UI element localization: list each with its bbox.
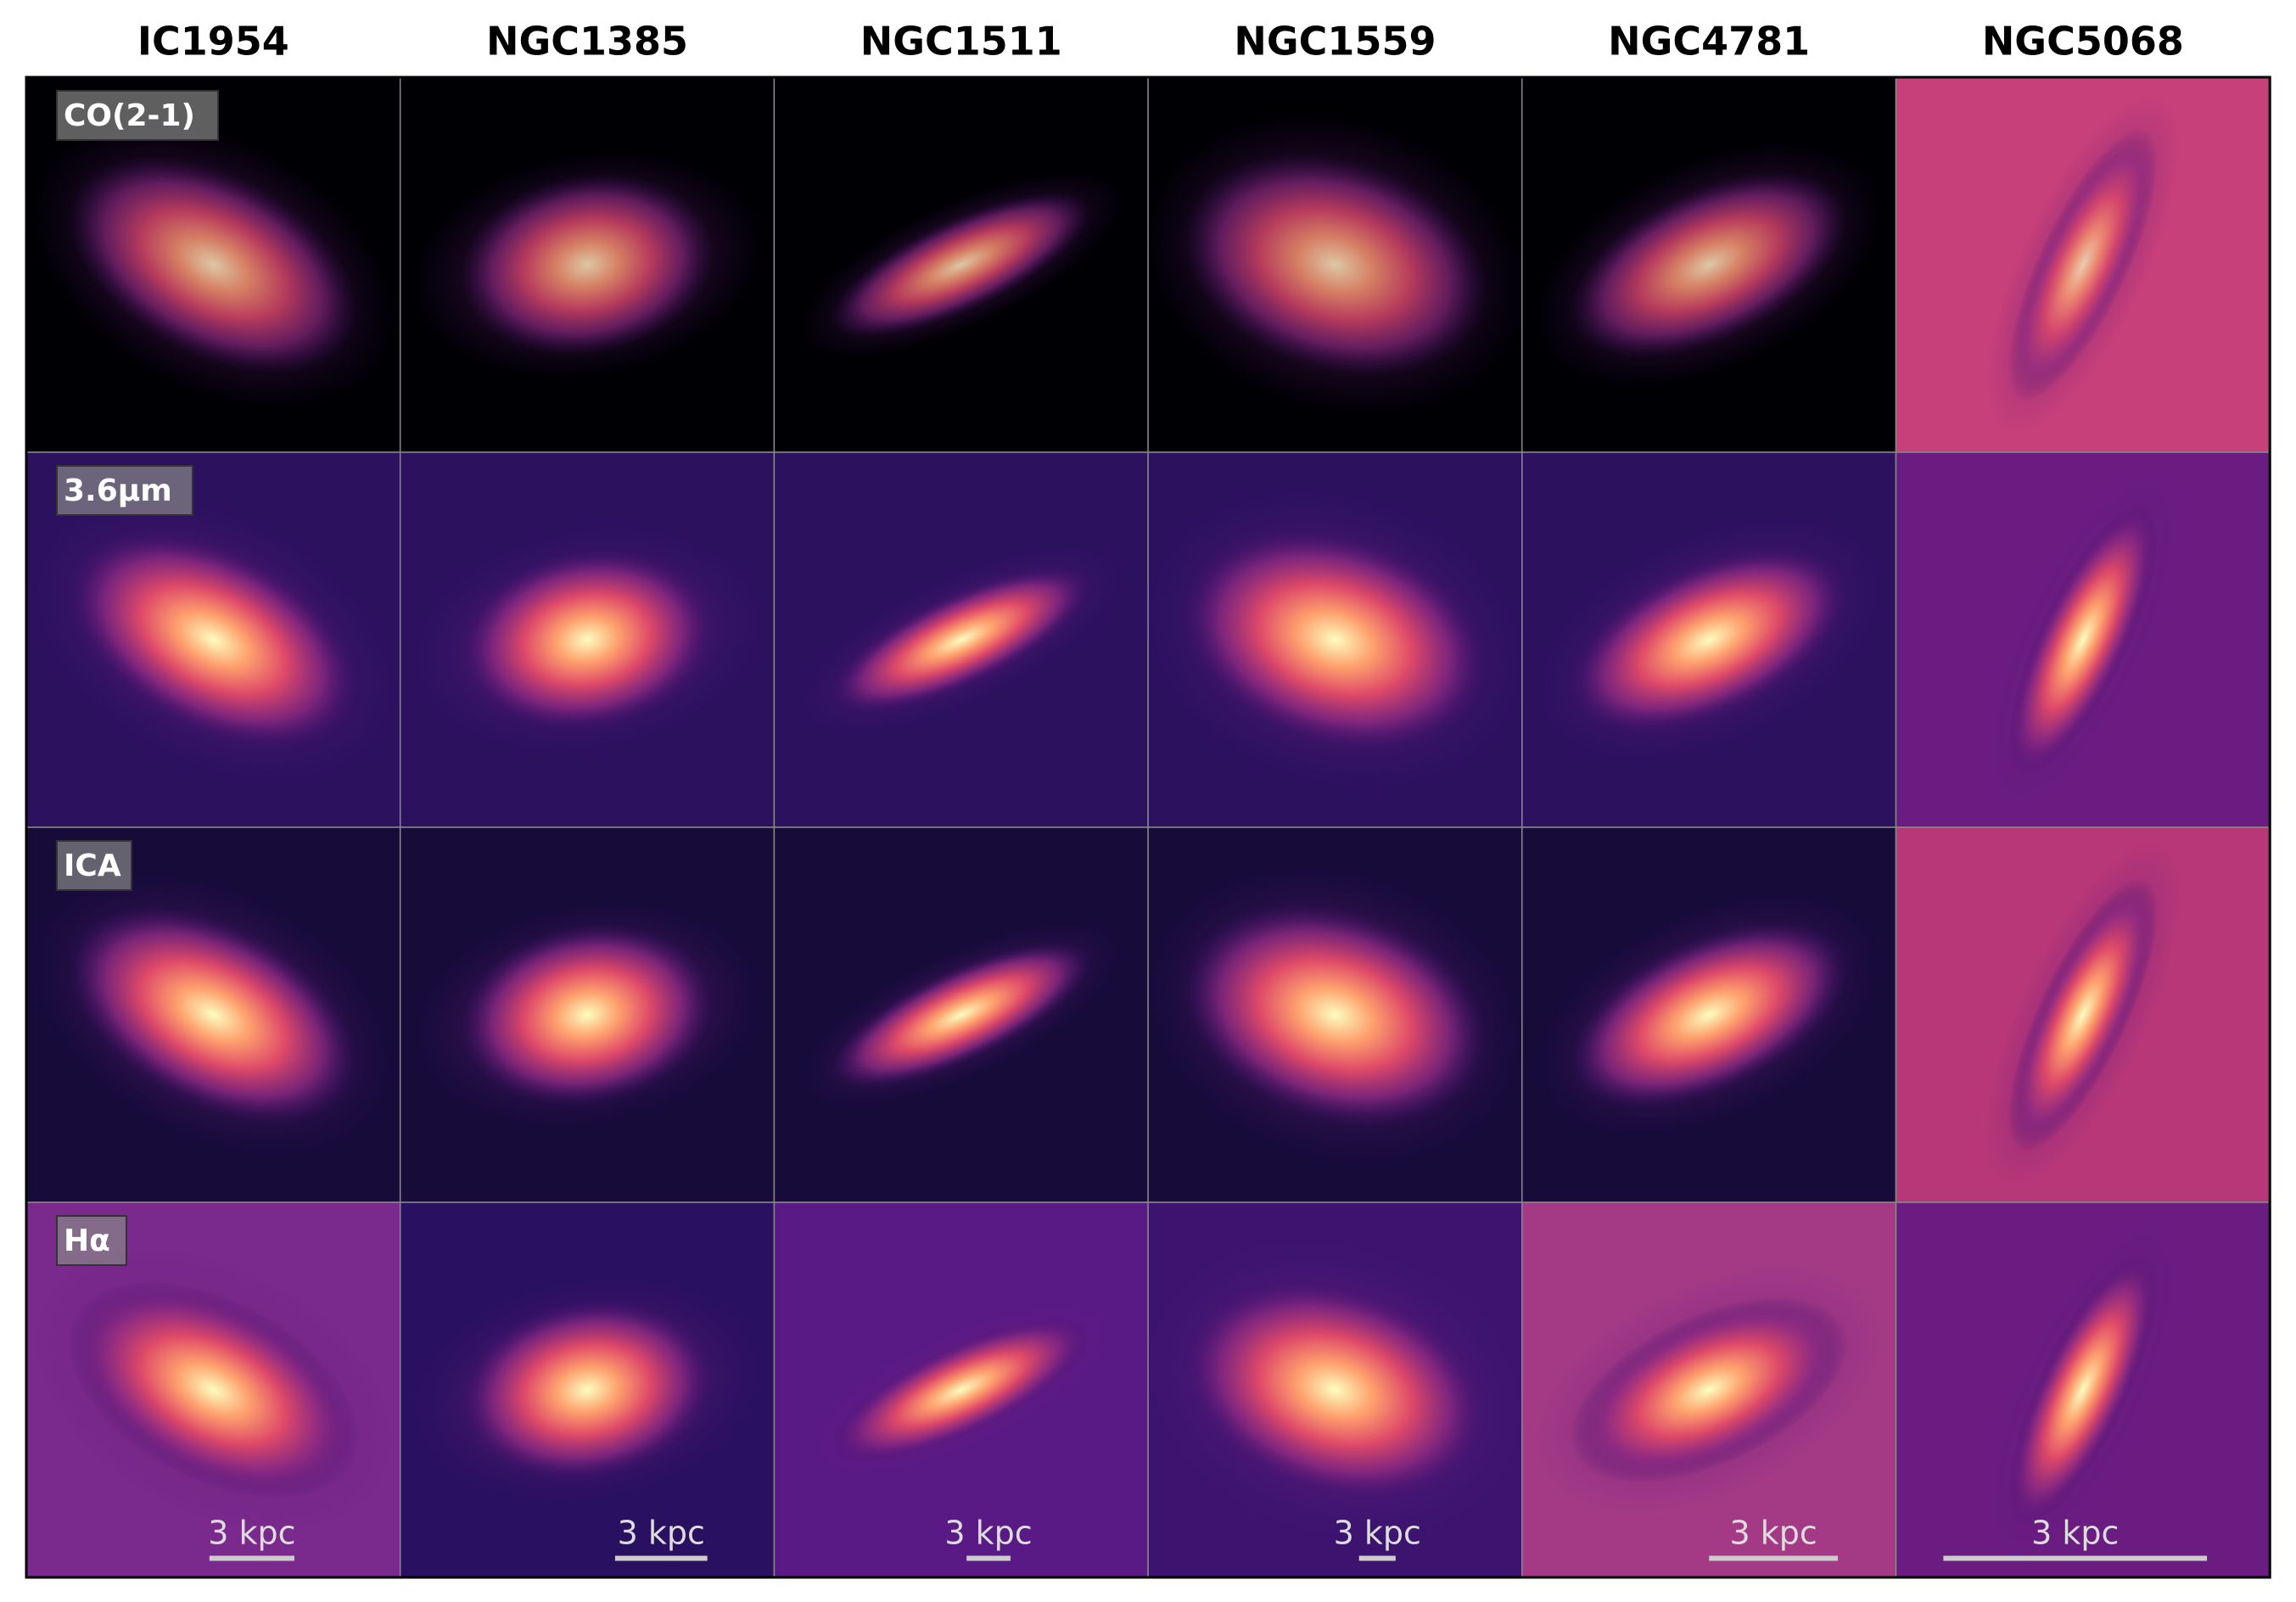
galaxy-panel <box>399 1202 776 1578</box>
galaxy-panel <box>1142 451 1527 828</box>
galaxy-panel <box>1895 1202 2271 1578</box>
galaxy-panel <box>1895 76 2271 453</box>
galaxy-body <box>1182 1279 1488 1501</box>
galaxy-body <box>1570 171 1849 358</box>
galaxy-body <box>460 1298 714 1482</box>
column-header: NGC1385 <box>486 19 688 64</box>
galaxy-panel <box>1521 1202 1897 1578</box>
galaxy-panel <box>1521 826 1897 1203</box>
galaxy-body <box>2008 877 2159 1152</box>
galaxy-body <box>460 923 714 1106</box>
row-label: CO(2-1) <box>64 98 195 133</box>
row-label-box <box>56 465 193 516</box>
galaxy-panel <box>1142 826 1527 1203</box>
figure-border <box>25 76 2271 1579</box>
galaxy-body <box>1182 904 1488 1126</box>
galaxy-panel <box>773 451 1149 828</box>
galaxy-body <box>1570 921 1849 1108</box>
scale-bar-label: 3 kpc <box>2031 1514 2119 1551</box>
galaxy-panel <box>773 1202 1149 1578</box>
galaxy-body <box>460 548 714 731</box>
scale-bar-label: 3 kpc <box>944 1514 1032 1551</box>
galaxy-body <box>1570 546 1849 733</box>
galaxy-panel <box>1521 76 1897 453</box>
row-label-box <box>56 1215 127 1266</box>
galaxy-panel <box>1895 826 2271 1203</box>
row-label: Hα <box>64 1224 110 1258</box>
scale-bar-label: 3 kpc <box>618 1514 705 1551</box>
galaxy-body <box>2008 502 2159 777</box>
galaxy-panel <box>399 826 776 1203</box>
column-header: NGC5068 <box>1982 19 2184 64</box>
galaxy-body <box>2008 127 2159 402</box>
column-header: NGC1559 <box>1234 19 1436 64</box>
galaxy-body <box>68 906 359 1123</box>
scale-bar-label: 3 kpc <box>1334 1514 1421 1551</box>
column-header: NGC1511 <box>860 19 1062 64</box>
galaxy-panel <box>1142 1202 1527 1578</box>
galaxy-body <box>460 173 714 356</box>
galaxy-panel <box>773 826 1149 1203</box>
galaxy-panel <box>1521 451 1897 828</box>
galaxy-body <box>68 531 359 748</box>
column-header: NGC4781 <box>1608 19 1810 64</box>
galaxy-body <box>2008 1252 2159 1527</box>
scale-bar-label: 3 kpc <box>1730 1514 1817 1551</box>
galaxy-panel <box>399 76 776 453</box>
galaxy-body <box>1182 154 1488 376</box>
galaxy-body <box>831 567 1092 713</box>
galaxy-panel <box>399 451 776 828</box>
galaxy-body <box>831 192 1092 338</box>
row-label-box <box>56 90 219 141</box>
row-label: ICA <box>64 849 121 883</box>
galaxy-body <box>68 156 359 373</box>
galaxy-panel <box>773 76 1149 453</box>
column-header: IC1954 <box>137 19 289 64</box>
galaxy-panel <box>1895 451 2271 828</box>
galaxy-body <box>68 1281 359 1498</box>
scale-bar-label: 3 kpc <box>208 1514 295 1551</box>
galaxy-panel <box>1142 76 1527 453</box>
row-label-box <box>56 840 132 891</box>
row-label: 3.6μm <box>64 473 172 508</box>
galaxy-body <box>1570 1297 1849 1483</box>
galaxy-body <box>831 1317 1092 1463</box>
galaxy-body <box>831 942 1092 1088</box>
galaxy-body <box>1182 529 1488 751</box>
